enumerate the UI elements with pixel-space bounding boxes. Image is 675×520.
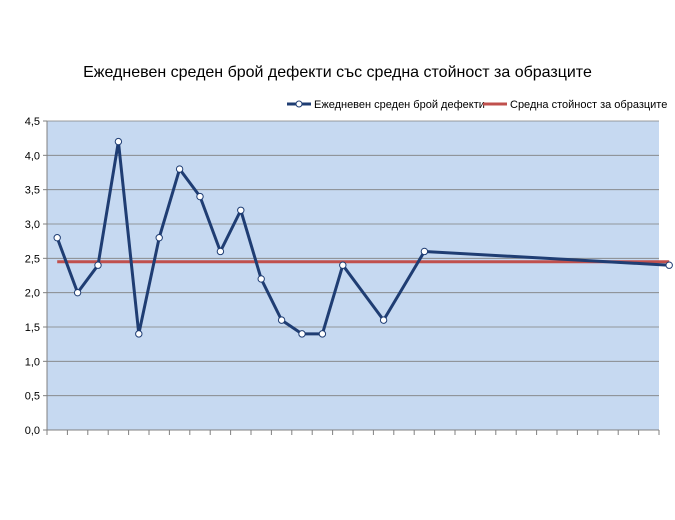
- data-point: [94, 261, 102, 269]
- y-tick-label: 2,0: [25, 288, 40, 300]
- series: [53, 137, 673, 338]
- y-tick-label: 1,0: [25, 356, 40, 368]
- data-point: [379, 316, 388, 324]
- data-point: [53, 234, 61, 242]
- legend-marker: [295, 100, 303, 108]
- data-point: [339, 261, 347, 269]
- data-point: [135, 330, 143, 338]
- y-tick-label: 0,0: [25, 425, 40, 437]
- legend-label-daily-defects: Ежедневен среден брой дефекти: [314, 99, 485, 111]
- data-point: [196, 192, 204, 201]
- legend-label-sample-mean: Средна стойност за образците: [510, 99, 667, 111]
- data-point: [665, 261, 673, 269]
- y-tick-label: 3,0: [25, 219, 40, 231]
- legend: Ежедневен среден брой дефекти Средна стой…: [287, 99, 667, 111]
- data-point: [257, 275, 265, 283]
- y-tick-label: 4,0: [25, 150, 40, 162]
- chart-title: Ежедневен среден брой дефекти със средна…: [83, 64, 592, 81]
- data-point: [298, 330, 306, 338]
- y-tick-label: 4,5: [25, 116, 40, 128]
- plot-area: [47, 121, 659, 430]
- data-point: [420, 247, 429, 256]
- data-point: [175, 165, 184, 173]
- axes: 0,0 0,5 1,0 1,5 2,0 2,5 3,0 3,5 4,0 4,5: [25, 116, 660, 437]
- y-tick-label: 3,5: [25, 185, 40, 197]
- data-point: [114, 137, 123, 146]
- y-tick-label: 1,5: [25, 322, 40, 334]
- y-tick-label: 0,5: [25, 391, 40, 403]
- data-point: [216, 247, 225, 256]
- data-point: [73, 288, 82, 297]
- series-line-daily-defects: [55, 140, 670, 336]
- data-point: [318, 330, 327, 338]
- y-tick-label: 2,5: [25, 253, 40, 265]
- data-point: [237, 206, 245, 214]
- data-point: [155, 234, 163, 242]
- grid: [47, 120, 659, 397]
- data-point: [277, 316, 286, 324]
